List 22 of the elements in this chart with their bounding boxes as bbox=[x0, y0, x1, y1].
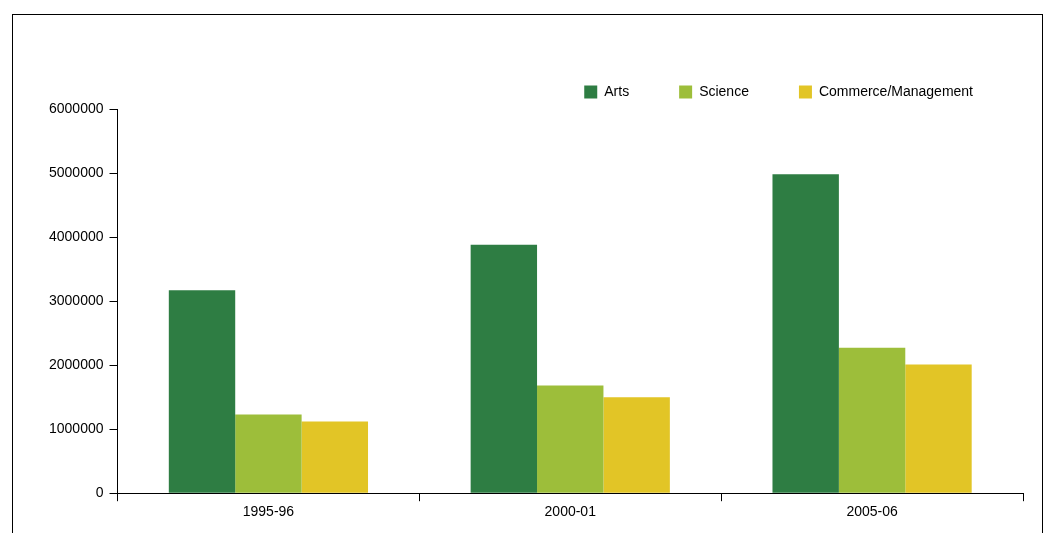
bar bbox=[470, 244, 538, 493]
bar bbox=[772, 174, 839, 493]
x-tick-label: 1995-96 bbox=[242, 503, 295, 520]
y-tick-label: 2000000 bbox=[48, 355, 104, 372]
legend-label: Commerce/Management bbox=[818, 82, 974, 99]
bar bbox=[301, 421, 369, 493]
bar bbox=[603, 397, 670, 493]
legend-label: Arts bbox=[604, 82, 630, 99]
bar bbox=[537, 385, 604, 493]
bar bbox=[235, 414, 302, 493]
y-tick-label: 3000000 bbox=[48, 291, 104, 308]
bar bbox=[168, 290, 236, 493]
x-tick-label: 2000-01 bbox=[544, 503, 597, 520]
y-tick-label: 6000000 bbox=[48, 99, 104, 116]
legend-label: Science bbox=[699, 82, 750, 99]
y-tick-label: 4000000 bbox=[48, 227, 104, 244]
x-tick-label: 2005-06 bbox=[846, 503, 898, 520]
y-tick-label: 0 bbox=[95, 484, 104, 501]
y-tick-label: 1000000 bbox=[48, 420, 104, 437]
bar bbox=[905, 364, 972, 493]
bar bbox=[838, 347, 906, 493]
y-tick-label: 5000000 bbox=[48, 163, 104, 180]
